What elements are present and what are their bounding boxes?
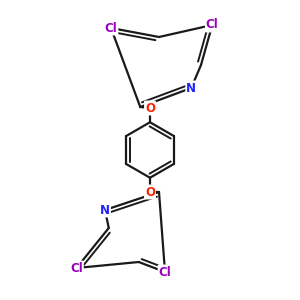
Text: N: N bbox=[100, 203, 110, 217]
Text: Cl: Cl bbox=[206, 19, 219, 32]
Text: O: O bbox=[145, 185, 155, 199]
Text: N: N bbox=[186, 82, 196, 94]
Text: Cl: Cl bbox=[70, 262, 83, 275]
Text: O: O bbox=[145, 101, 155, 115]
Text: Cl: Cl bbox=[159, 266, 171, 278]
Text: Cl: Cl bbox=[105, 22, 117, 34]
